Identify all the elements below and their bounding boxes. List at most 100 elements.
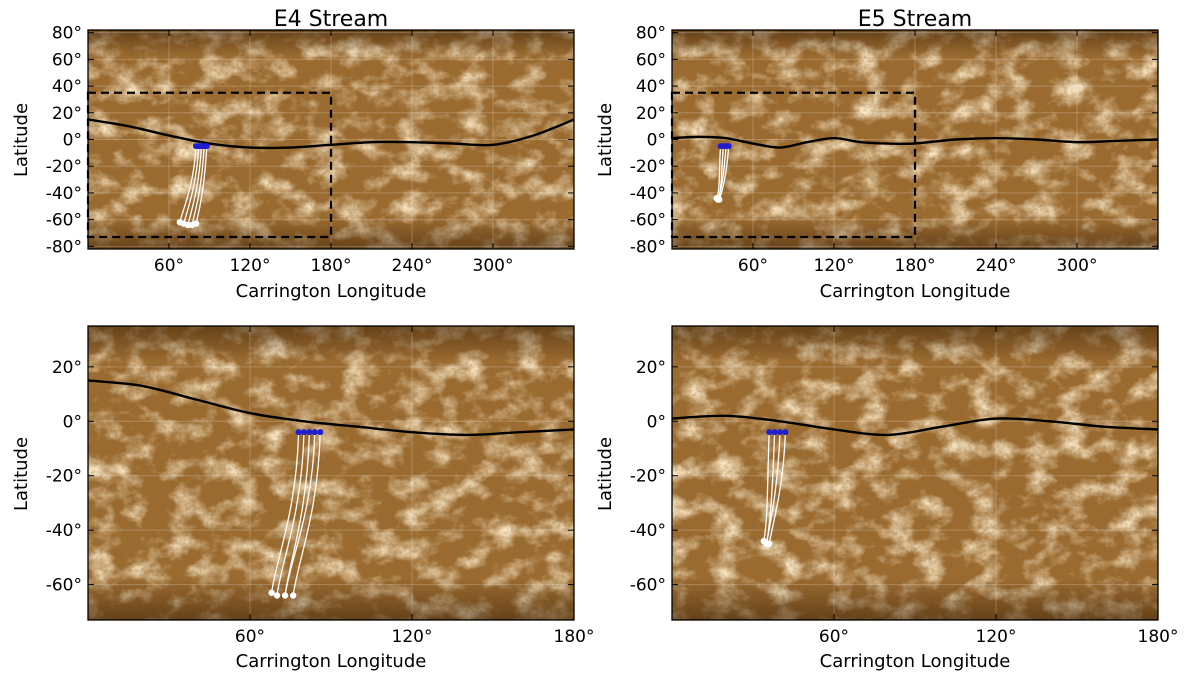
source-point-marker	[725, 143, 732, 150]
footpoint-marker	[192, 220, 200, 227]
x-tick-label: 240°	[976, 256, 1017, 276]
y-tick-label: -20°	[630, 157, 666, 177]
y-tick-label: 0°	[63, 412, 82, 432]
footpoint-marker	[716, 196, 723, 203]
y-tick-label: 0°	[63, 131, 82, 151]
y-tick-label: -20°	[46, 157, 82, 177]
y-axis-label: Latitude	[11, 103, 32, 177]
y-tick-label: -60°	[630, 211, 666, 231]
x-tick-label: 180°	[554, 627, 595, 647]
x-tick-label: 240°	[392, 256, 433, 276]
panel-e4-zoom: 60° 120° 180° 20° 0° -20° -40° -60° Carrington…	[11, 325, 595, 672]
y-tick-label: -80°	[46, 237, 82, 257]
x-axis-label: Carrington Longitude	[236, 281, 427, 302]
source-point-marker	[311, 429, 318, 436]
neutral-line-path	[672, 414, 1158, 437]
x-tick-label: 300°	[1057, 256, 1098, 276]
field-line	[284, 432, 316, 596]
x-ticks: 60° 120° 180°	[819, 326, 1179, 647]
x-axis-label: Carrington Longitude	[820, 651, 1011, 672]
x-tick-label: 120°	[814, 256, 855, 276]
y-ticks: 20° 0° -20° -40° -60°	[630, 358, 1158, 596]
axes-frame	[87, 325, 575, 621]
x-tick-label: 120°	[230, 256, 271, 276]
y-ticks: 20° 0° -20° -40° -60°	[46, 358, 574, 596]
neutral-line-path	[672, 135, 1158, 149]
field-line	[292, 432, 321, 596]
x-tick-label: 180°	[311, 256, 352, 276]
x-axis-label: Carrington Longitude	[236, 651, 427, 672]
field-lines	[268, 429, 324, 599]
x-axis-label: Carrington Longitude	[820, 281, 1011, 302]
source-point-marker	[295, 429, 302, 436]
y-tick-label: -20°	[46, 467, 82, 487]
y-tick-label: 80°	[636, 24, 666, 44]
axes-border	[671, 325, 1159, 621]
x-tick-label: 180°	[895, 256, 936, 276]
x-ticks: 60° 120° 180°	[235, 326, 595, 647]
field-line	[276, 432, 305, 596]
neutral-line	[88, 118, 574, 150]
field-lines	[760, 429, 789, 547]
map-polar-shade	[88, 326, 574, 620]
footpoint-marker	[290, 592, 297, 599]
y-tick-label: 0°	[647, 131, 666, 151]
y-tick-label: 60°	[636, 50, 666, 70]
y-tick-label: 60°	[52, 50, 82, 70]
panel-e5-full: E5 Stream 60° 120° 180° 240° 300° 80° 60° 40° 2…	[595, 7, 1159, 302]
footpoint-marker	[273, 592, 281, 599]
source-point-marker	[766, 429, 773, 436]
y-tick-label: -60°	[46, 576, 82, 596]
source-point-marker	[771, 429, 778, 436]
y-tick-label: -20°	[630, 467, 666, 487]
source-point-marker	[317, 429, 324, 436]
y-tick-label: 20°	[52, 358, 82, 378]
solar-map-image	[88, 326, 574, 620]
x-tick-label: 120°	[976, 627, 1017, 647]
y-tick-label: -40°	[630, 521, 666, 541]
solar-map-image	[672, 30, 1158, 249]
neutral-line	[672, 414, 1158, 437]
field-line	[768, 432, 787, 544]
field-line	[179, 146, 197, 223]
chart-title: E5 Stream	[858, 7, 973, 32]
y-tick-label: 20°	[636, 358, 666, 378]
source-point-marker	[203, 143, 210, 150]
x-ticks: 60° 120° 180° 240° 300°	[154, 30, 514, 276]
footpoint-marker	[766, 540, 773, 547]
y-tick-label: 0°	[647, 412, 666, 432]
neutral-line-path	[88, 379, 574, 437]
map-polar-shade	[672, 326, 1158, 620]
neutral-line	[672, 135, 1158, 149]
gridlines	[88, 326, 574, 620]
y-ticks: 80° 60° 40° 20° 0° -20° -40° -60° -80°	[46, 24, 574, 257]
y-tick-label: -60°	[630, 576, 666, 596]
axes-border	[87, 325, 575, 621]
y-ticks: 80° 60° 40° 20° 0° -20° -40° -60° -80°	[630, 24, 1158, 257]
field-lines	[713, 143, 732, 203]
gridlines	[672, 326, 1158, 620]
x-tick-label: 60°	[738, 256, 768, 276]
solar-map-image	[672, 326, 1158, 620]
x-tick-label: 180°	[1138, 627, 1179, 647]
x-tick-label: 60°	[154, 256, 184, 276]
source-point-marker	[782, 429, 789, 436]
y-tick-label: -40°	[630, 184, 666, 204]
y-tick-label: -80°	[630, 237, 666, 257]
y-tick-label: 20°	[636, 104, 666, 124]
field-line	[270, 432, 300, 593]
panel-e5-zoom: 60° 120° 180° 20° 0° -20° -40° -60° Carrington…	[595, 325, 1179, 672]
footpoint-marker	[281, 592, 289, 599]
field-line	[191, 146, 205, 226]
x-tick-label: 300°	[473, 256, 514, 276]
x-tick-label: 60°	[819, 627, 849, 647]
source-point-marker	[777, 429, 783, 436]
x-tick-label: 120°	[392, 627, 433, 647]
panel-e4-full: E4 Stream 60° 120° 180° 240° 300° 80° 60° 40° 2…	[11, 7, 575, 302]
y-tick-label: 20°	[52, 104, 82, 124]
field-lines	[176, 143, 210, 229]
field-line	[763, 432, 770, 542]
chart-title: E4 Stream	[274, 7, 389, 32]
axes-frame	[671, 325, 1159, 621]
y-axis-label: Latitude	[11, 437, 32, 511]
